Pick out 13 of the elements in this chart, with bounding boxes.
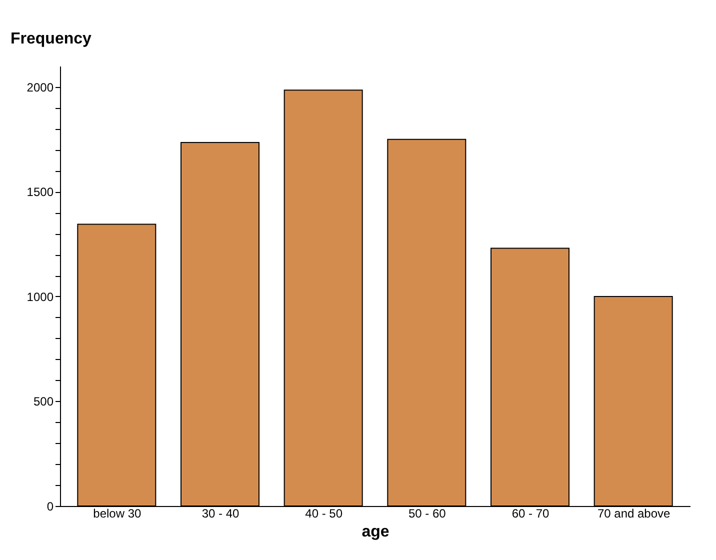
x-tick-label: 70 and above [597,506,671,520]
y-tick-label: 500 [33,394,54,409]
x-tick-label: below 30 [93,506,142,520]
x-axis-title: age [362,524,390,540]
y-tick-label: 2000 [26,80,54,94]
y-axis-title: Frequency [10,30,92,48]
y-tick-label: 1000 [26,290,54,304]
x-tick-label: 40 - 50 [305,506,343,520]
x-tick-label: 50 - 60 [408,506,446,520]
y-tick-label: 0 [46,500,54,514]
x-tick-label: 60 - 70 [512,506,550,520]
x-tick-label: 30 - 40 [202,506,240,520]
y-tick-label: 1500 [26,185,54,200]
